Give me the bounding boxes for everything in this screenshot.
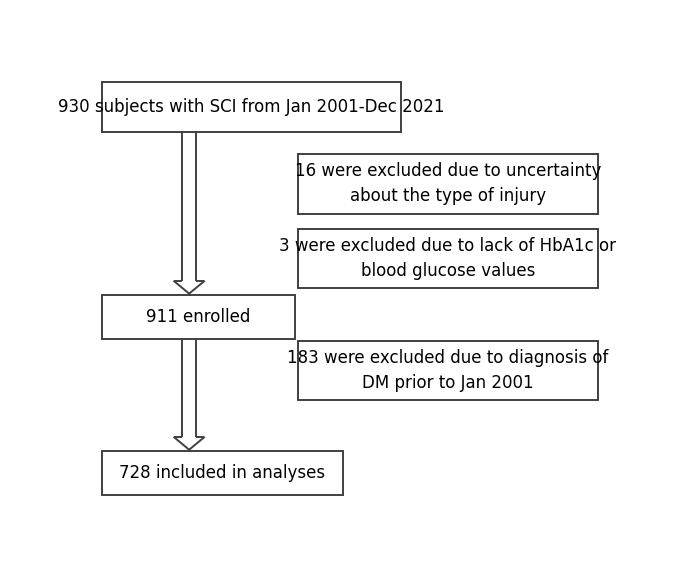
Text: 728 included in analyses: 728 included in analyses bbox=[119, 464, 325, 482]
FancyBboxPatch shape bbox=[298, 154, 598, 214]
FancyBboxPatch shape bbox=[101, 295, 295, 339]
FancyBboxPatch shape bbox=[298, 341, 598, 400]
Text: 3 were excluded due to lack of HbA1c or
blood glucose values: 3 were excluded due to lack of HbA1c or … bbox=[279, 237, 616, 280]
Text: 183 were excluded due to diagnosis of
DM prior to Jan 2001: 183 were excluded due to diagnosis of DM… bbox=[287, 349, 609, 392]
FancyBboxPatch shape bbox=[101, 82, 401, 132]
FancyBboxPatch shape bbox=[101, 451, 343, 495]
FancyBboxPatch shape bbox=[298, 229, 598, 288]
Text: 930 subjects with SCI from Jan 2001-Dec 2021: 930 subjects with SCI from Jan 2001-Dec … bbox=[58, 98, 445, 116]
Text: 16 were excluded due to uncertainty
about the type of injury: 16 were excluded due to uncertainty abou… bbox=[295, 162, 601, 206]
Text: 911 enrolled: 911 enrolled bbox=[147, 308, 251, 326]
